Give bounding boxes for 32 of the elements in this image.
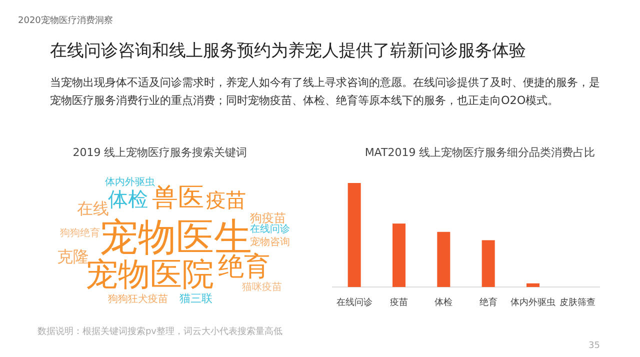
bar [392,224,406,287]
text: 狗狗绝育 [60,227,100,239]
text: 克隆 [57,247,89,266]
x-tick-label: 在线问诊 [336,297,372,308]
x-tick-label: 体内外驱虫 [510,297,556,308]
x-tick-label: 皮肤筛查 [560,297,596,308]
x-tick-label: 疫苗 [390,297,408,308]
x-tick-label: 绝育 [479,297,498,308]
text: 体检 [108,187,148,211]
text: 在线问诊咨询和线上服务预约为养宠人提供了崭新问诊服务体验 [50,41,526,61]
bar [437,232,450,287]
bar [348,183,361,287]
text: 在线问诊 [250,223,290,235]
x-tick-label: 体检 [434,297,453,308]
text: 宠物医疗服务消费行业的重点消费；同时宠物疫苗、体检、绝育等原本线下的服务，也正走向O2O模式。 [50,94,559,107]
text: 35 [588,341,600,351]
text: 疫苗 [206,188,246,212]
text: 在线 [77,199,109,218]
text: 体内外驱虫 [105,176,155,188]
text: 猫咪疫苗 [242,281,282,293]
chart-title: MAT2019 线上宠物医疗服务细分品类消费占比 [364,146,596,159]
bar [526,283,540,287]
text: 狗疫苗 [250,211,286,225]
text: 兽医 [152,183,204,213]
text: 数据说明：根据关键词搜索pv整理，词云大小代表搜索量高低 [37,326,283,337]
text: 猫三联 [180,292,212,305]
text: 2019 线上宠物医疗服务搜索关键词 [72,146,248,159]
text: 当宠物出现身体不适及问诊需求时，养宠人如今有了线上寻求咨询的意愿。在线问诊提供了及时、便捷的服务，是 [50,76,600,89]
text: 狗狗狂犬疫苗 [108,293,168,305]
bar [482,240,495,287]
text: 2020宠物医疗消费洞察 [18,15,113,26]
text: 宠物咨询 [250,236,290,248]
